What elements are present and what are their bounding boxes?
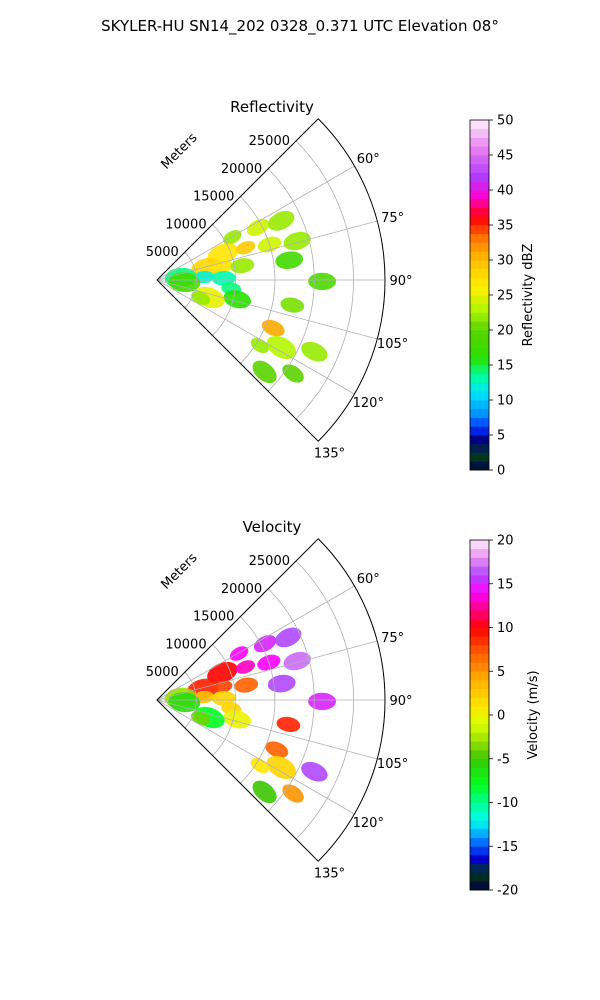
colorbar-tick-label: 0 (497, 464, 505, 479)
reflectivity-panel: Reflectivity 5000 10000 15000 20000 25000 Me… (146, 98, 536, 479)
colorbar-tick-label: 35 (497, 219, 514, 234)
velocity-cells (164, 627, 337, 804)
reflectivity-range-ticks: 5000 10000 15000 20000 25000 (146, 134, 290, 260)
colorbar-tick-label: 25 (497, 289, 514, 304)
range-tick-label: 15000 (193, 190, 234, 205)
azimuth-tick-label: 90° (389, 274, 412, 289)
velocity-colorbar: -20 -15 -10 -5 0 5 10 15 20 (469, 534, 518, 899)
range-tick-label: 25000 (249, 134, 290, 149)
azimuth-tick-label: 75° (381, 211, 404, 226)
reflectivity-radial-label: Meters (159, 130, 201, 172)
colorbar-tick-label: 15 (497, 359, 514, 374)
reflectivity-azimuth-ticks: 60° 75° 90° 105° 120° 135° (314, 152, 413, 462)
figure-title: SKYLER-HU SN14_202 0328_0.371 UTC Elevat… (101, 17, 499, 36)
reflectivity-cells (164, 210, 337, 384)
azimuth-tick-label: 135° (314, 447, 345, 462)
range-tick-label: 10000 (165, 217, 206, 232)
velocity-azimuth-ticks: 60° 75° 90° 105° 120° 135° (314, 572, 413, 882)
range-tick-label: 10000 (165, 637, 206, 652)
velocity-range-ticks: 5000 10000 15000 20000 25000 (146, 554, 290, 680)
azimuth-tick-label: 135° (314, 867, 345, 882)
azimuth-tick-label: 105° (377, 337, 408, 352)
reflectivity-grid (156, 118, 386, 442)
range-tick-label: 5000 (146, 665, 179, 680)
azimuth-tick-label: 120° (353, 816, 384, 831)
azimuth-tick-label: 120° (353, 396, 384, 411)
velocity-grid (156, 538, 386, 862)
azimuth-tick-label: 60° (357, 152, 380, 167)
range-tick-label: 20000 (221, 162, 262, 177)
azimuth-tick-label: 75° (381, 631, 404, 646)
colorbar-tick-label: 20 (497, 534, 514, 549)
range-tick-label: 25000 (249, 554, 290, 569)
range-tick-label: 20000 (221, 582, 262, 597)
colorbar-tick-label: 45 (497, 149, 514, 164)
colorbar-tick-label: 50 (497, 114, 514, 129)
reflectivity-colorbar: 0 5 10 15 20 25 30 35 40 45 50 (469, 114, 514, 479)
colorbar-tick-label: 10 (497, 394, 514, 409)
colorbar-tick-label: 15 (497, 577, 514, 592)
colorbar-tick-label: 5 (497, 429, 505, 444)
velocity-panel: Velocity 5000 10000 15000 20000 25000 Meters… (146, 518, 541, 899)
colorbar-tick-label: 40 (497, 184, 514, 199)
colorbar-tick-label: -15 (497, 840, 518, 855)
azimuth-tick-label: 90° (389, 694, 412, 709)
velocity-colorbar-label: Velocity (m/s) (526, 670, 541, 759)
azimuth-tick-label: 60° (357, 572, 380, 587)
colorbar-tick-label: 0 (497, 709, 505, 724)
velocity-panel-title: Velocity (243, 518, 302, 536)
range-tick-label: 15000 (193, 610, 234, 625)
colorbar-tick-label: 20 (497, 324, 514, 339)
reflectivity-panel-title: Reflectivity (230, 98, 314, 116)
colorbar-tick-label: -10 (497, 796, 518, 811)
azimuth-tick-label: 105° (377, 757, 408, 772)
colorbar-tick-label: 5 (497, 665, 505, 680)
colorbar-tick-label: 30 (497, 254, 514, 269)
colorbar-tick-label: 10 (497, 621, 514, 636)
velocity-radial-label: Meters (159, 550, 201, 592)
range-tick-label: 5000 (146, 245, 179, 260)
colorbar-tick-label: -20 (497, 884, 518, 899)
colorbar-tick-label: -5 (497, 752, 510, 767)
reflectivity-colorbar-label: Reflectivity dBZ (521, 244, 536, 347)
